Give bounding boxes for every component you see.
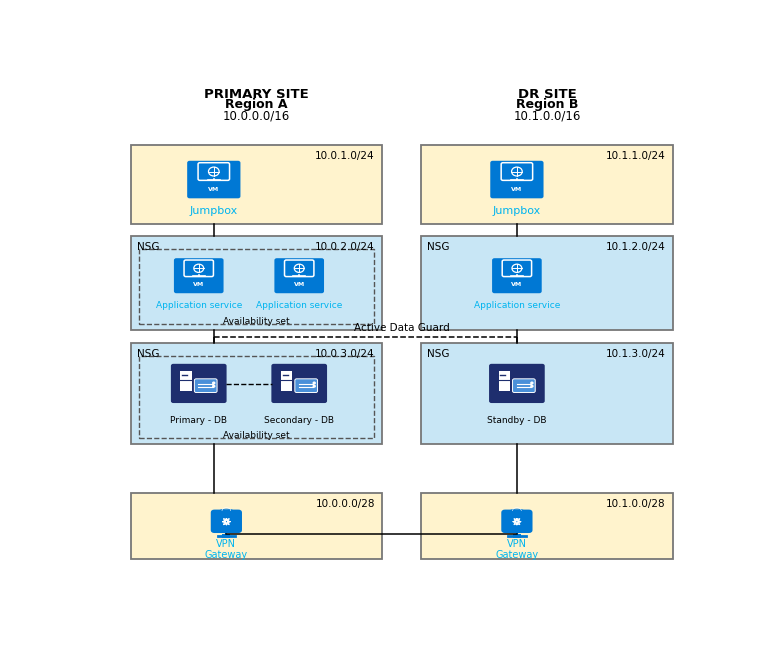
Text: VPN
Gateway: VPN Gateway [205, 538, 248, 560]
Text: Availability set: Availability set [223, 316, 290, 326]
Text: Primary - DB: Primary - DB [170, 416, 227, 424]
Bar [498, 371, 510, 391]
Bar [131, 237, 382, 330]
Text: Application service: Application service [256, 301, 342, 310]
Text: Availability set: Availability set [223, 431, 290, 440]
Text: 10.0.1.0/24: 10.0.1.0/24 [316, 151, 375, 161]
Bar [131, 145, 382, 223]
Bar [422, 145, 672, 223]
Text: Jumpbox: Jumpbox [190, 206, 238, 216]
Text: VM: VM [209, 187, 219, 192]
Text: 10.1.0.0/28: 10.1.0.0/28 [606, 499, 665, 509]
Bar [131, 493, 382, 559]
FancyBboxPatch shape [194, 379, 217, 393]
Text: NSG: NSG [427, 243, 450, 252]
Bar [131, 343, 382, 444]
Text: 10.1.3.0/24: 10.1.3.0/24 [605, 349, 665, 359]
Text: VM: VM [193, 282, 205, 287]
FancyBboxPatch shape [171, 364, 226, 403]
FancyBboxPatch shape [274, 258, 324, 293]
Text: Region A: Region A [225, 98, 287, 111]
Text: 10.1.2.0/24: 10.1.2.0/24 [605, 243, 665, 252]
Bar [422, 237, 672, 330]
FancyBboxPatch shape [492, 258, 542, 293]
Text: VM: VM [294, 282, 305, 287]
Text: PRIMARY SITE: PRIMARY SITE [204, 88, 308, 101]
FancyBboxPatch shape [271, 364, 327, 403]
FancyBboxPatch shape [490, 161, 544, 198]
Bar [281, 371, 292, 391]
Text: NSG: NSG [427, 349, 450, 359]
Circle shape [212, 386, 215, 387]
Bar [139, 356, 374, 438]
Circle shape [313, 382, 316, 384]
FancyBboxPatch shape [512, 379, 535, 393]
Text: 10.0.2.0/24: 10.0.2.0/24 [316, 243, 375, 252]
Text: VM: VM [512, 187, 522, 192]
Text: Region B: Region B [516, 98, 578, 111]
Text: Jumpbox: Jumpbox [493, 206, 541, 216]
Text: 10.1.0.0/16: 10.1.0.0/16 [513, 109, 581, 122]
FancyBboxPatch shape [187, 161, 241, 198]
Bar [180, 371, 192, 391]
FancyBboxPatch shape [489, 364, 544, 403]
Text: NSG: NSG [137, 349, 159, 359]
Text: 10.0.3.0/24: 10.0.3.0/24 [316, 349, 375, 359]
Text: NSG: NSG [137, 243, 159, 252]
Bar [223, 534, 230, 538]
Text: 10.1.1.0/24: 10.1.1.0/24 [605, 151, 665, 161]
FancyBboxPatch shape [501, 509, 533, 533]
Circle shape [313, 386, 316, 387]
Text: 10.0.0.0/28: 10.0.0.0/28 [316, 499, 375, 509]
FancyBboxPatch shape [295, 379, 318, 393]
Text: DR SITE: DR SITE [518, 88, 576, 101]
Bar [422, 343, 672, 444]
Text: Secondary - DB: Secondary - DB [264, 416, 334, 424]
Text: VM: VM [512, 282, 522, 287]
Text: Application service: Application service [474, 301, 560, 310]
Bar [422, 493, 672, 559]
Text: Application service: Application service [155, 301, 242, 310]
Text: VPN
Gateway: VPN Gateway [495, 538, 538, 560]
Text: 10.0.0.0/16: 10.0.0.0/16 [223, 109, 290, 122]
FancyBboxPatch shape [174, 258, 223, 293]
FancyBboxPatch shape [211, 509, 242, 533]
Text: Active Data Guard: Active Data Guard [354, 324, 450, 333]
Bar [139, 249, 374, 324]
Text: Standby - DB: Standby - DB [487, 416, 547, 424]
Bar [513, 534, 521, 538]
Circle shape [212, 382, 215, 384]
Circle shape [531, 382, 533, 384]
Circle shape [531, 386, 533, 387]
